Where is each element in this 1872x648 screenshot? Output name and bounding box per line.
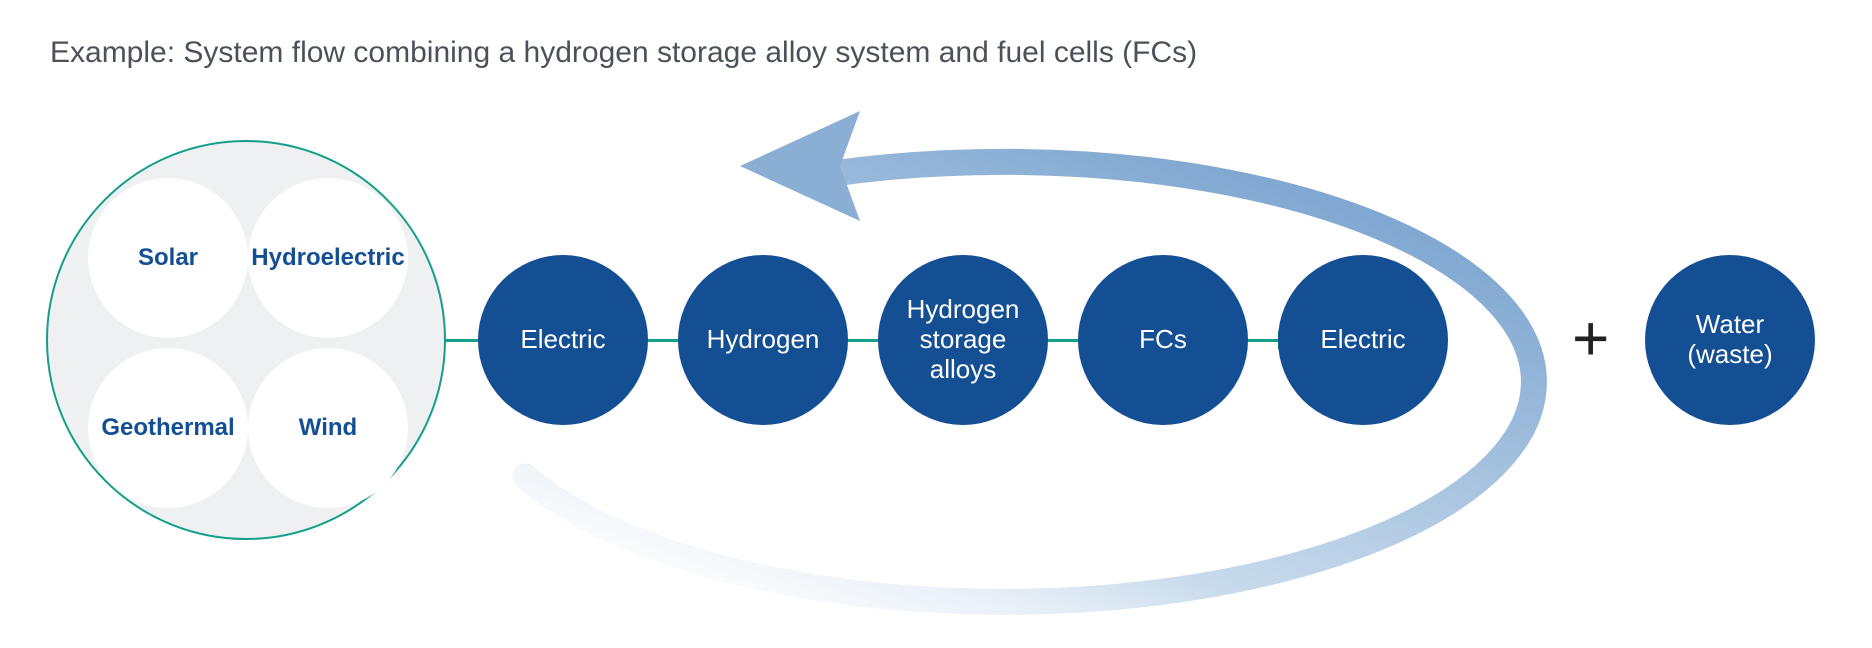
source-wind: Wind bbox=[248, 348, 408, 508]
source-hydroelectric: Hydroelectric bbox=[248, 178, 408, 338]
node-electric-in: Electric bbox=[478, 255, 648, 425]
node-storage-alloys: Hydrogen storage alloys bbox=[878, 255, 1048, 425]
plus-symbol: + bbox=[1572, 306, 1609, 370]
diagram-card: Example: System flow combining a hydroge… bbox=[0, 0, 1872, 648]
node-water-waste: Water (waste) bbox=[1645, 255, 1815, 425]
source-solar: Solar bbox=[88, 178, 248, 338]
node-hydrogen: Hydrogen bbox=[678, 255, 848, 425]
node-electric-out: Electric bbox=[1278, 255, 1448, 425]
source-geothermal: Geothermal bbox=[88, 348, 248, 508]
node-fcs: FCs bbox=[1078, 255, 1248, 425]
